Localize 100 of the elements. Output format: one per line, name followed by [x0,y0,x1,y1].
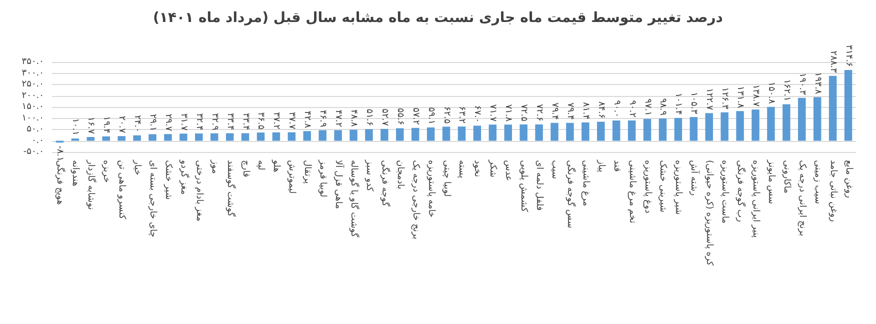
x-tick-label: نخود [472,160,482,177]
y-tick-label: ۵۰.۰ [26,124,44,134]
bar [674,118,682,141]
bar [164,134,172,141]
x-tick-label: لوبیا قرمز [318,159,328,198]
bar [520,124,528,141]
data-label: ۴۲.۸ [302,110,312,128]
data-label: ۲۹.۱ [148,114,158,132]
bar [334,130,342,141]
bar [133,135,141,141]
bar [426,127,435,141]
bar [566,122,574,141]
x-tick-label: سیب زمینی [812,160,822,204]
data-label: ۳۷.۷ [286,112,297,130]
data-label: ۲۸۸.۳ [828,50,838,74]
data-label: ۲۴.۰ [132,114,142,132]
data-label: ۱۲۶.۳ [720,87,730,110]
data-label: ۱۰.۱ [70,118,80,136]
data-label: ۱۳۸.۷ [750,84,760,107]
data-label: ۳۷.۲ [271,112,282,130]
bar [102,136,110,141]
data-label: ۵۷.۲ [410,108,420,126]
data-label: ۷۱.۸ [503,104,514,122]
data-label: ۱۹.۴ [101,116,112,134]
data-label: ۵۲.۷ [379,108,390,126]
y-tick-label: ۲۵۰.۰ [22,80,44,90]
data-label: ۹۰.۲ [626,100,637,118]
data-label: -۸.۱ [54,146,65,162]
x-tick-label: گوشت گوسفند [224,160,237,218]
x-tick-label: سس گوجه فرنگی [564,160,577,228]
x-tick-label: خامه پاستوریزه [426,160,436,218]
bar [828,76,837,141]
x-tick-label: کدو سبز [364,159,374,192]
bar [86,136,95,141]
bar [380,128,388,141]
bar [442,126,450,141]
bar [318,130,326,141]
x-tick-label: روغن مایع [843,160,854,198]
bar [71,138,80,141]
bar [458,126,466,141]
x-tick-label: پیاز [596,159,606,173]
data-label: ۷۹.۴ [550,102,560,120]
x-tick-label: نوشابه گازدار [86,159,98,210]
bar [752,110,760,141]
bar [118,136,126,141]
data-label: ۷۹.۴ [564,102,575,120]
data-label: ۳۲.۹ [209,112,220,130]
x-tick-label: مغز گردو [178,159,190,195]
data-label: ۹۸.۹ [658,98,668,116]
x-tick-label: لوبیا چیتی [441,160,452,197]
data-label: ۲۹.۷ [162,114,173,132]
x-tick-label: شیر خشک [162,160,173,200]
x-tick-label: هویج فرنگی [54,160,67,206]
y-tick-label: ۱۰۰.۰ [22,113,44,124]
bar [844,70,852,141]
bar [736,111,744,141]
x-tick-label: پسته [456,160,467,179]
bar [643,118,652,141]
data-label: ۸۱.۴ [580,102,590,120]
bar [798,98,806,141]
data-label: ۱۳۱.۸ [735,86,746,108]
bar [813,97,822,141]
data-label: ۴۶.۹ [318,110,328,128]
x-tick-label: چای خارجی بسته ای [148,160,158,238]
x-tick-label: مغز بادام درختی [194,160,204,222]
x-tick-label: دوغ پاستوریزه [642,160,652,214]
data-label: ۸۴.۶ [596,101,606,119]
bar [767,106,775,141]
bar [690,117,698,141]
x-tick-label: شیر پاستوریزه [673,160,684,215]
x-tick-label: گوجه فرنگی [379,160,392,208]
x-tick-label: لپه [256,160,266,170]
x-tick-label: خیار [132,159,142,176]
x-tick-label: ماکارونی [781,160,792,194]
data-label: ۶۳.۲ [456,106,467,124]
x-tick-label: هندوانه [70,160,80,187]
x-tick-label: لیموترش [286,160,297,194]
data-label: ۱۹۰.۳ [796,72,807,96]
bar [241,133,250,141]
y-tick-label: ۳۰۰.۰ [22,68,44,78]
data-label: ۳۶.۵ [256,112,266,130]
x-tick-label: موز [209,159,220,174]
x-tick-label: قند [611,160,622,172]
x-tick-label: گوشت گاو یا گوساله [348,160,360,238]
data-label: ۳۳.۴ [224,112,235,130]
bar [180,134,188,141]
bar [612,120,620,141]
y-tick-label: ۱۵۰.۰ [22,102,44,112]
x-tick-label: مرغ ماشینی [580,160,590,206]
bar [411,128,420,141]
y-tick-label: ۰.۰ [31,136,44,146]
data-label: ۴۷.۲ [333,110,344,128]
bar [256,132,265,141]
x-tick-label: برنج خارجی درجه یک [410,160,420,240]
bar [720,112,728,141]
data-label: ۶۷.۰ [472,105,482,123]
bar [303,131,311,141]
data-label: ۳۲.۴ [194,113,204,131]
bar [272,132,280,141]
data-label: ۱۰۱.۴ [673,92,684,116]
